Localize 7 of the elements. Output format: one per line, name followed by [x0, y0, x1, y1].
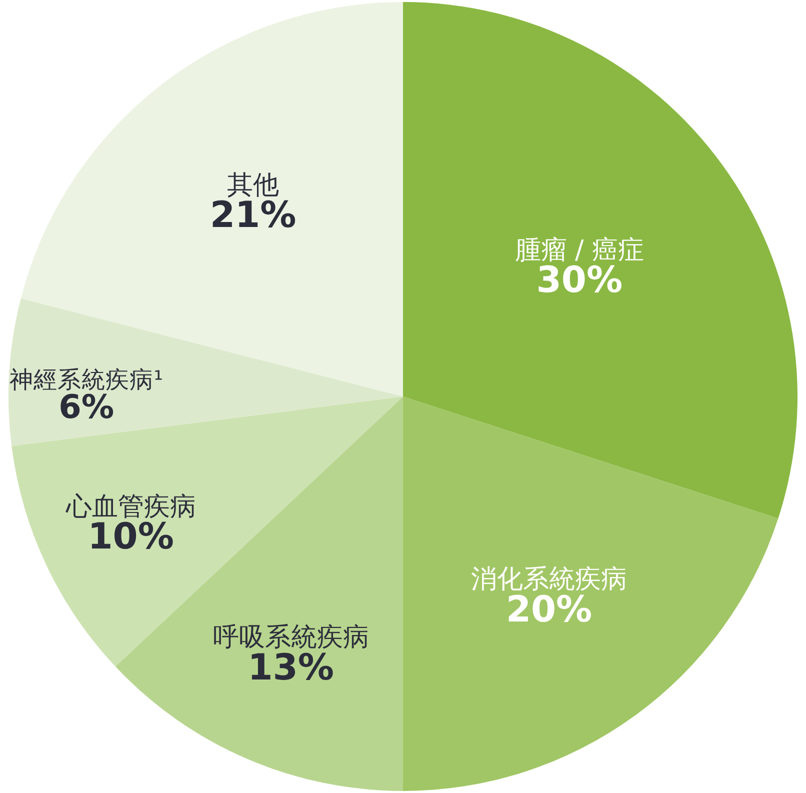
- slice-label: 神經系統疾病¹: [10, 366, 164, 394]
- slice-label: 消化系統疾病: [471, 564, 628, 595]
- pie-slice: [403, 396, 778, 791]
- slice-label: 其他: [227, 170, 280, 200]
- pie-slice: [403, 2, 797, 518]
- slice-label: 心血管疾病: [64, 492, 196, 522]
- pie-slice: [8, 298, 403, 446]
